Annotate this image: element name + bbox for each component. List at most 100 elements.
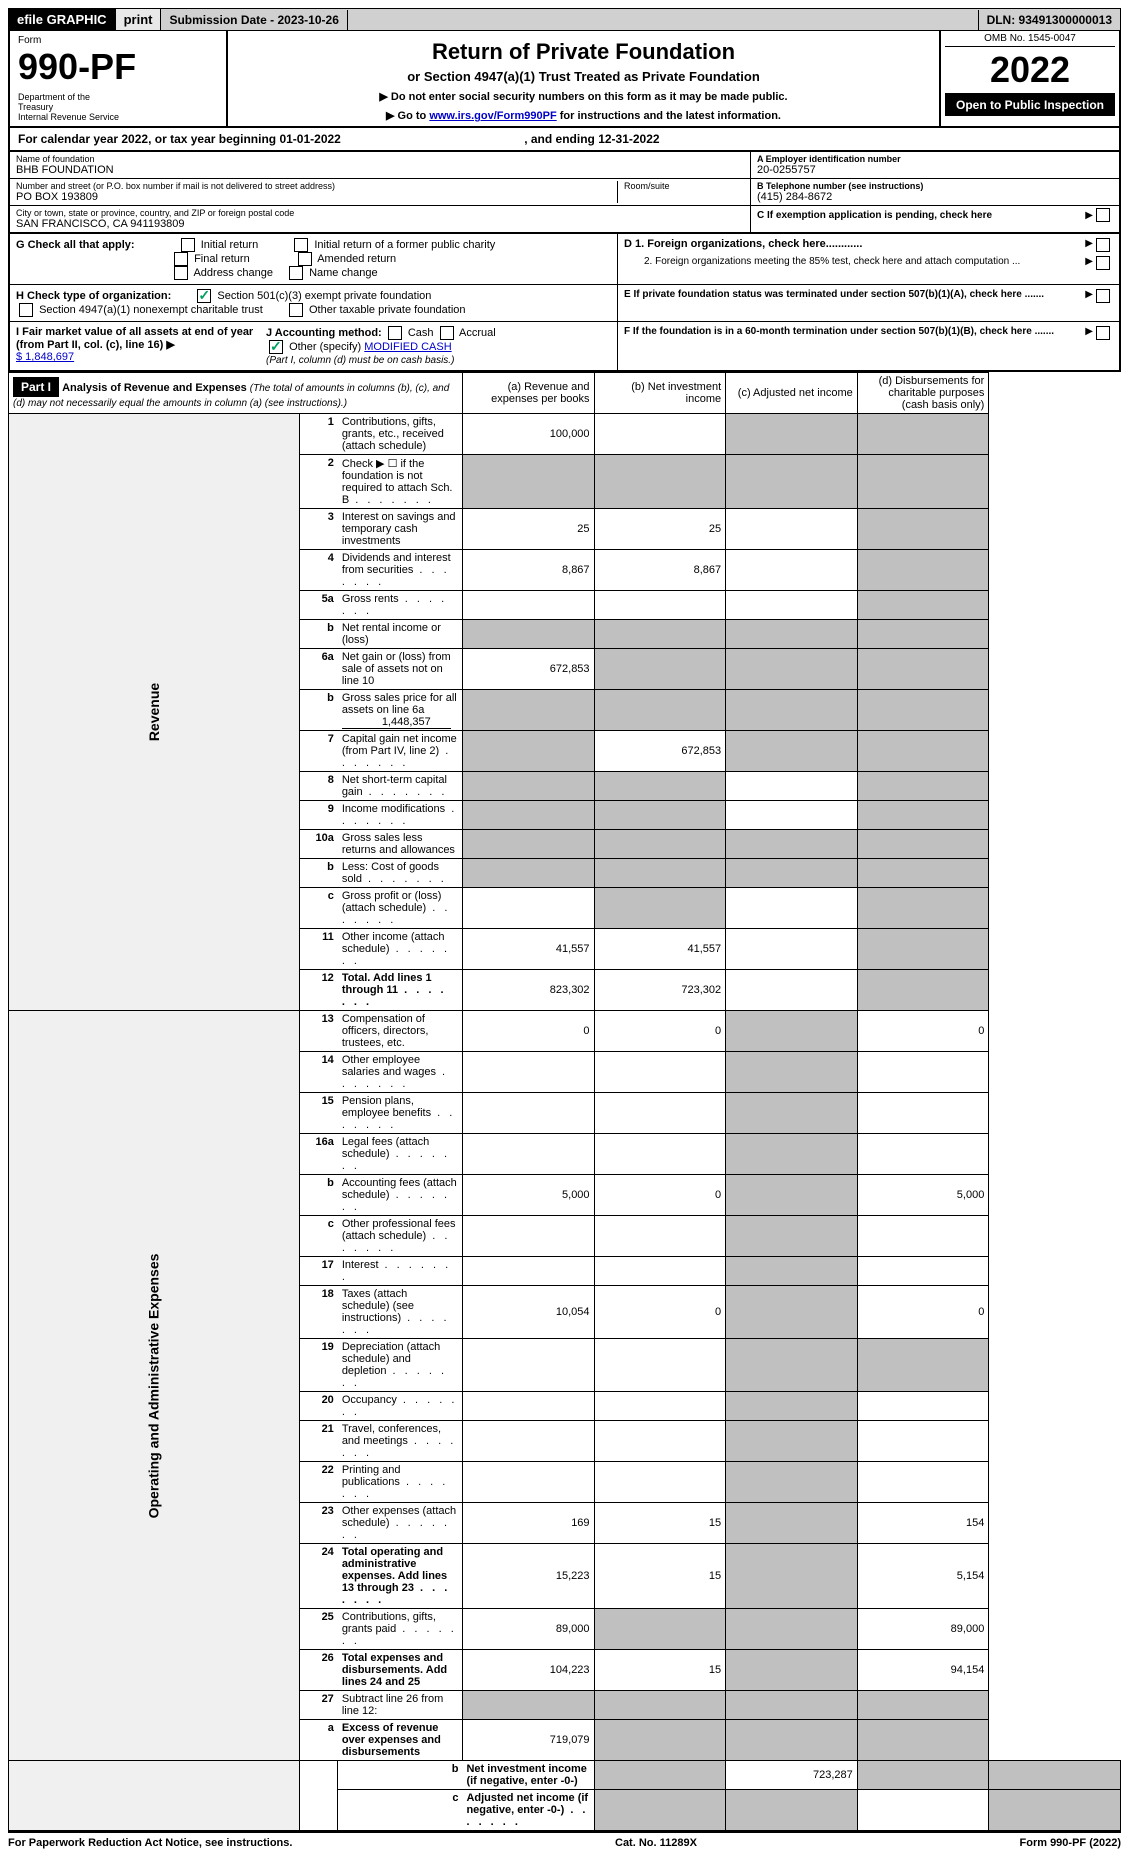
- tax-year: 2022: [945, 47, 1115, 94]
- final-return-checkbox[interactable]: [174, 252, 188, 266]
- amount-cell: [462, 1093, 594, 1134]
- 85pct-checkbox[interactable]: [1096, 256, 1110, 270]
- line-description: Net investment income (if negative, ente…: [462, 1761, 594, 1790]
- amount-cell: [726, 414, 858, 455]
- amount-cell: [594, 1216, 726, 1257]
- terminated-checkbox[interactable]: [1096, 289, 1110, 303]
- irs-link[interactable]: www.irs.gov/Form990PF: [429, 110, 556, 122]
- amount-cell: 15: [594, 1503, 726, 1544]
- amount-cell: [462, 620, 594, 649]
- form-note1: ▶ Do not enter social security numbers o…: [236, 90, 931, 103]
- table-row: bNet investment income (if negative, ent…: [9, 1761, 1121, 1790]
- room-label: Room/suite: [624, 181, 744, 191]
- other-taxable-checkbox[interactable]: [289, 303, 303, 317]
- amount-cell: 10,054: [462, 1286, 594, 1339]
- amount-cell: [857, 1790, 989, 1831]
- line-number: 25: [299, 1609, 338, 1650]
- address-cell: Number and street (or P.O. box number if…: [10, 179, 750, 206]
- line-number: c: [299, 888, 338, 929]
- amount-cell: [726, 620, 858, 649]
- line-number: c: [338, 1790, 463, 1831]
- line-description: Other professional fees (attach schedule…: [338, 1216, 463, 1257]
- amount-cell: [857, 859, 989, 888]
- name-change-checkbox[interactable]: [289, 266, 303, 280]
- line-number: 5a: [299, 591, 338, 620]
- amount-cell: [594, 1093, 726, 1134]
- address-change-checkbox[interactable]: [174, 266, 188, 280]
- line-number: 3: [299, 509, 338, 550]
- calendar-year-row: For calendar year 2022, or tax year begi…: [8, 128, 1121, 152]
- amount-cell: [594, 772, 726, 801]
- amount-cell: [857, 649, 989, 690]
- amount-cell: [462, 1339, 594, 1392]
- amount-cell: 0: [857, 1011, 989, 1052]
- col-b-header: (b) Net investment income: [594, 373, 726, 414]
- submission-date: Submission Date - 2023-10-26: [161, 10, 347, 30]
- 4947-checkbox[interactable]: [19, 303, 33, 317]
- amount-cell: [594, 620, 726, 649]
- line-number: b: [299, 859, 338, 888]
- amount-cell: [726, 772, 858, 801]
- amount-cell: [462, 1392, 594, 1421]
- table-row: Revenue1Contributions, gifts, grants, et…: [9, 414, 1121, 455]
- line-description: Capital gain net income (from Part IV, l…: [338, 731, 463, 772]
- amount-cell: [857, 801, 989, 830]
- amount-cell: [726, 690, 858, 731]
- amount-cell: [726, 1503, 858, 1544]
- exemption-checkbox[interactable]: [1096, 208, 1110, 222]
- print-button[interactable]: print: [116, 9, 162, 30]
- 60month-checkbox[interactable]: [1096, 326, 1110, 340]
- line-number: 6a: [299, 649, 338, 690]
- amount-cell: 169: [462, 1503, 594, 1544]
- form-title-block: Return of Private Foundation or Section …: [228, 31, 939, 126]
- cash-checkbox[interactable]: [388, 326, 402, 340]
- amount-cell: [857, 731, 989, 772]
- amount-cell: [726, 1691, 858, 1720]
- amount-cell: [857, 690, 989, 731]
- amount-cell: [726, 929, 858, 970]
- amount-cell: [462, 731, 594, 772]
- amount-cell: [726, 1286, 858, 1339]
- line-description: Income modifications . . . . . . .: [338, 801, 463, 830]
- amount-cell: [462, 1421, 594, 1462]
- form-number: 990-PF: [18, 46, 218, 88]
- accrual-checkbox[interactable]: [440, 326, 454, 340]
- amount-cell: [726, 970, 858, 1011]
- line-description: Net rental income or (loss): [338, 620, 463, 649]
- amount-cell: [462, 455, 594, 509]
- method-value[interactable]: MODIFIED CASH: [364, 341, 451, 353]
- 501c3-checkbox[interactable]: [197, 289, 211, 303]
- amount-cell: [857, 1691, 989, 1720]
- amount-cell: [462, 1134, 594, 1175]
- amount-cell: [726, 1790, 858, 1831]
- amount-cell: [462, 1216, 594, 1257]
- amount-cell: [726, 455, 858, 509]
- phone-cell: B Telephone number (see instructions) (4…: [751, 179, 1119, 206]
- line-number: 16a: [299, 1134, 338, 1175]
- amount-cell: 723,302: [594, 970, 726, 1011]
- amount-cell: [594, 1392, 726, 1421]
- amount-cell: 719,079: [462, 1720, 594, 1761]
- top-bar: efile GRAPHIC print Submission Date - 20…: [8, 8, 1121, 31]
- amended-return-checkbox[interactable]: [298, 252, 312, 266]
- amount-cell: [726, 1093, 858, 1134]
- amount-cell: [462, 859, 594, 888]
- amount-cell: [462, 591, 594, 620]
- initial-former-checkbox[interactable]: [294, 238, 308, 252]
- line-description: Gross sales less returns and allowances: [338, 830, 463, 859]
- amount-cell: [594, 1691, 726, 1720]
- fmv-value[interactable]: $ 1,848,697: [16, 351, 74, 363]
- amount-cell: 89,000: [857, 1609, 989, 1650]
- line-number: 19: [299, 1339, 338, 1392]
- col-a-header: (a) Revenue and expenses per books: [462, 373, 594, 414]
- amount-cell: 823,302: [462, 970, 594, 1011]
- amount-cell: [857, 455, 989, 509]
- other-method-checkbox[interactable]: [269, 340, 283, 354]
- amount-cell: [594, 859, 726, 888]
- part1-label: Part I: [13, 377, 59, 397]
- foreign-org-checkbox[interactable]: [1096, 238, 1110, 252]
- amount-cell: [857, 888, 989, 929]
- line-number: a: [299, 1720, 338, 1761]
- initial-return-checkbox[interactable]: [181, 238, 195, 252]
- year-block: OMB No. 1545-0047 2022 Open to Public In…: [939, 31, 1119, 126]
